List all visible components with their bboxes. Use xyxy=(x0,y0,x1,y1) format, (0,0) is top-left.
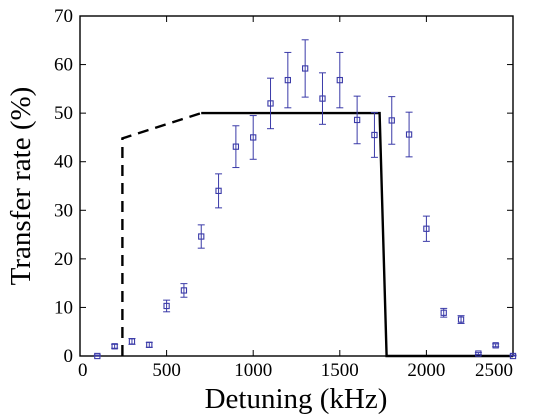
x-tick-label: 500 xyxy=(152,360,181,381)
y-axis-ticks: 0 10 20 30 40 50 60 70 xyxy=(54,6,513,367)
data-point xyxy=(267,77,275,130)
square-marker xyxy=(509,352,517,360)
square-marker xyxy=(475,350,482,357)
x-tick-label: 2000 xyxy=(407,360,445,381)
square-marker xyxy=(423,225,430,232)
y-tick-label: 70 xyxy=(54,6,73,27)
data-point xyxy=(249,115,257,160)
square-marker xyxy=(250,134,257,141)
y-tick-label: 50 xyxy=(54,103,73,124)
dashed-curve-line xyxy=(121,111,202,356)
square-marker xyxy=(128,338,136,345)
square-marker xyxy=(163,302,170,310)
square-marker xyxy=(215,187,222,195)
y-tick-label: 30 xyxy=(54,200,73,221)
square-marker xyxy=(180,287,188,294)
y-tick-label: 10 xyxy=(54,297,73,318)
square-marker xyxy=(457,316,465,323)
solid-step-curve xyxy=(201,111,513,358)
data-point xyxy=(509,352,517,360)
data-point xyxy=(492,342,500,349)
x-tick-label: 1000 xyxy=(234,360,272,381)
x-axis-ticks: 0 500 1000 1500 2000 2500 xyxy=(78,16,514,381)
data-point xyxy=(197,224,205,249)
square-marker xyxy=(267,100,274,107)
data-point xyxy=(284,51,292,109)
data-point xyxy=(457,315,465,324)
square-marker xyxy=(111,343,118,350)
data-point xyxy=(440,307,448,318)
square-marker xyxy=(232,143,240,150)
x-tick-label: 1500 xyxy=(321,360,359,381)
solid-curve-line xyxy=(201,111,513,358)
square-marker xyxy=(440,309,447,316)
data-point xyxy=(93,352,101,360)
plot-frame xyxy=(79,15,514,357)
square-marker xyxy=(405,131,413,138)
square-marker xyxy=(388,117,395,124)
x-axis-title: Detuning (kHz) xyxy=(205,383,388,415)
y-tick-label: 60 xyxy=(54,55,73,76)
square-marker xyxy=(353,116,361,124)
y-tick-label: 20 xyxy=(54,249,73,270)
data-point xyxy=(163,299,171,313)
y-tick-label: 40 xyxy=(54,152,73,173)
data-point xyxy=(111,343,119,350)
data-point xyxy=(388,96,396,145)
data-point xyxy=(336,51,344,109)
x-tick-label: 0 xyxy=(78,360,88,381)
square-marker xyxy=(94,352,101,360)
square-marker xyxy=(146,341,153,348)
square-marker xyxy=(492,342,499,349)
data-point xyxy=(180,283,188,298)
data-point xyxy=(145,341,153,348)
data-point xyxy=(232,125,240,169)
y-tick-label: 0 xyxy=(64,346,74,367)
data-point xyxy=(318,72,326,125)
square-marker xyxy=(198,233,205,240)
data-point xyxy=(301,39,309,98)
data-point xyxy=(215,173,223,209)
square-marker xyxy=(336,76,343,84)
data-point xyxy=(353,95,361,145)
x-tick-label: 2500 xyxy=(475,360,513,381)
data-point xyxy=(422,215,430,242)
data-point xyxy=(370,112,378,158)
square-marker xyxy=(319,95,326,102)
dashed-step-curve xyxy=(121,111,202,356)
data-point xyxy=(405,111,413,158)
square-marker xyxy=(284,76,291,84)
square-marker xyxy=(302,65,309,72)
data-point xyxy=(128,338,136,345)
data-points xyxy=(93,39,517,360)
y-axis-title: Transfer rate (%) xyxy=(5,87,37,286)
data-point xyxy=(474,350,482,357)
square-marker xyxy=(371,131,378,139)
